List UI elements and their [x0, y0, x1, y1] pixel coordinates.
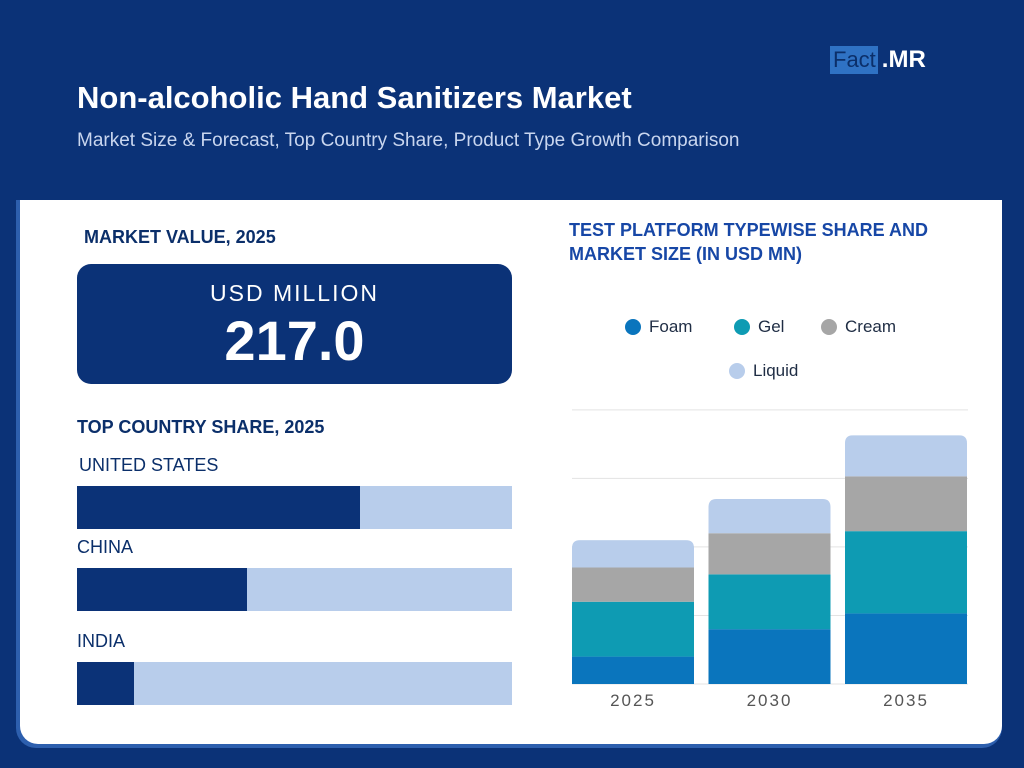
legend-label-foam: Foam	[649, 317, 693, 336]
market-value-unit: USD MILLION	[210, 280, 379, 306]
bar-2025-cream	[572, 567, 694, 602]
legend-item-foam: Foam	[625, 317, 692, 337]
legend-dot-foam	[625, 319, 641, 335]
country-bar-us	[77, 486, 512, 529]
country-bar-fill-india	[77, 662, 134, 705]
bar-2030-gel	[708, 574, 831, 630]
country-name-us: UNITED STATES	[79, 455, 219, 475]
legend-label-cream: Cream	[845, 317, 897, 336]
bar-2030-liquid	[708, 498, 831, 534]
country-bar-fill-china	[77, 568, 247, 611]
bar-2030-foam	[708, 629, 831, 684]
logo-part-mr: .MR	[881, 46, 926, 73]
top-country-label: TOP COUNTRY SHARE, 2025	[77, 417, 325, 437]
x-tick-label-2030: 2030	[747, 691, 793, 710]
bar-2025-liquid	[572, 540, 694, 568]
market-value-box: USD MILLION 217.0	[77, 264, 512, 384]
legend-item-liquid: Liquid	[729, 361, 798, 381]
bar-2030-cream	[708, 533, 831, 575]
factmr-logo: Fact .MR	[830, 46, 926, 74]
market-value-number: 217.0	[224, 309, 365, 372]
country-bar-fill-us	[77, 486, 360, 529]
bar-2035-foam	[845, 613, 967, 684]
legend-item-gel: Gel	[734, 317, 784, 337]
market-value-label: MARKET VALUE, 2025	[84, 227, 276, 247]
chart-title: TEST PLATFORM TYPEWISE SHARE AND MARKET …	[569, 220, 929, 264]
bar-2025-gel	[572, 601, 694, 657]
country-name-india: INDIA	[77, 631, 126, 651]
legend-dot-gel	[734, 319, 750, 335]
legend-dot-cream	[821, 319, 837, 335]
bar-2035-cream	[845, 476, 967, 532]
legend-dot-liquid	[729, 363, 745, 379]
bar-2035-gel	[845, 531, 967, 614]
country-name-china: CHINA	[77, 537, 134, 557]
bar-2035-liquid	[845, 435, 967, 477]
legend-label-gel: Gel	[758, 317, 785, 336]
country-bar-india	[77, 662, 512, 705]
country-bar-china	[77, 568, 512, 611]
stacked-bar-chart: 2025 2030 2035	[572, 409, 968, 710]
page-title: Non-alcoholic Hand Sanitizers Market	[77, 80, 632, 115]
legend-label-liquid: Liquid	[753, 361, 799, 380]
x-tick-label-2035: 2035	[883, 691, 929, 710]
logo-part-fact: Fact	[830, 46, 878, 74]
x-tick-label-2025: 2025	[610, 691, 656, 710]
page-subtitle: Market Size & Forecast, Top Country Shar…	[77, 130, 740, 151]
bar-2025-foam	[572, 656, 694, 684]
legend-item-cream: Cream	[821, 317, 896, 337]
